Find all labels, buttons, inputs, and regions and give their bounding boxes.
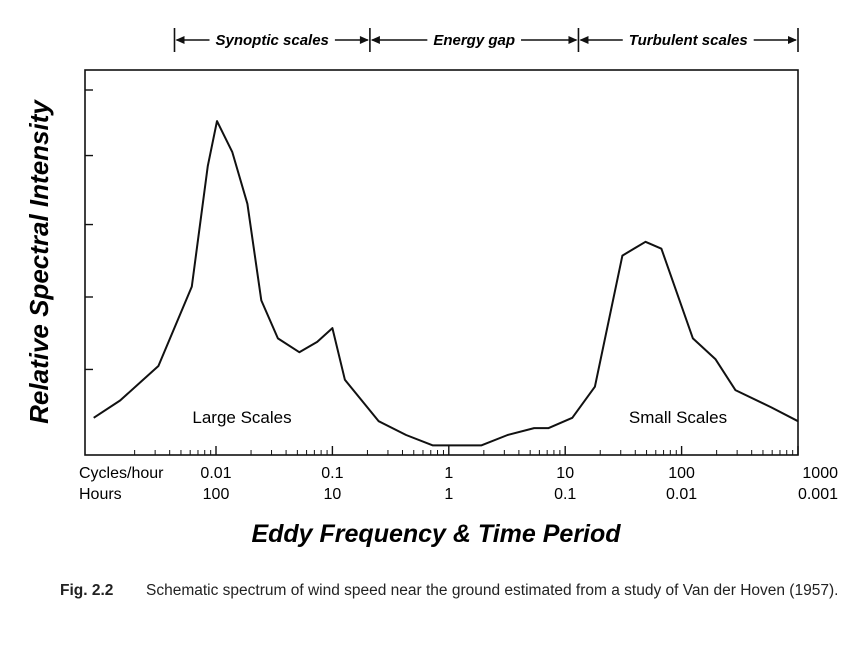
x-tick-label-hours-0: 100 bbox=[203, 486, 230, 503]
x-tick-label-cycles-2: 1 bbox=[444, 465, 453, 482]
x-tick-label-hours-2: 1 bbox=[444, 486, 453, 503]
y-axis-label: Relative Spectral Intensity bbox=[24, 99, 54, 424]
x-tick-label-hours-1: 10 bbox=[324, 486, 342, 503]
x-tick-label-cycles-0: 0.01 bbox=[200, 465, 231, 482]
x-tick-label-cycles-4: 100 bbox=[668, 465, 695, 482]
region-label-2: Turbulent scales bbox=[629, 32, 748, 49]
x-unit-label-hours: Hours bbox=[79, 486, 122, 503]
region-arrow-right-0 bbox=[359, 36, 369, 44]
x-tick-label-cycles-1: 0.1 bbox=[321, 465, 343, 482]
spectrum-chart: Synoptic scales Energy gap Turbulent scale… bbox=[24, 28, 838, 548]
spectrum-line bbox=[93, 120, 799, 447]
x-ticks bbox=[134, 446, 799, 455]
scale-regions: Synoptic scales Energy gap Turbulent scale… bbox=[173, 28, 799, 52]
annotation-small-scales: Small Scales bbox=[629, 408, 727, 427]
x-tick-label-hours-4: 0.01 bbox=[666, 486, 697, 503]
region-arrow-left-0 bbox=[175, 36, 185, 44]
region-arrow-right-2 bbox=[788, 36, 797, 44]
x-tick-label-hours-3: 0.1 bbox=[554, 486, 576, 503]
y-ticks bbox=[85, 89, 93, 371]
region-label-0: Synoptic scales bbox=[216, 32, 329, 49]
caption-text: Schematic spectrum of wind speed near th… bbox=[146, 582, 839, 599]
x-tick-labels: 0.01 0.1 1 10 100 1000 100 10 1 0.1 0.01 0.001 bbox=[200, 465, 838, 503]
plot-frame bbox=[84, 69, 799, 456]
x-unit-label-cycles: Cycles/hour bbox=[79, 465, 164, 482]
x-tick-label-cycles-5: 1000 bbox=[802, 465, 838, 482]
x-tick-label-hours-5: 0.001 bbox=[798, 486, 838, 503]
region-arrow-left-2 bbox=[579, 36, 589, 44]
figure-number: Fig. 2.2 bbox=[60, 582, 114, 599]
annotation-large-scales: Large Scales bbox=[192, 408, 291, 427]
region-arrow-right-1 bbox=[568, 36, 578, 44]
x-tick-label-cycles-3: 10 bbox=[556, 465, 574, 482]
region-arrow-left-1 bbox=[370, 36, 380, 44]
x-axis-label: Eddy Frequency & Time Period bbox=[251, 520, 621, 548]
region-label-1: Energy gap bbox=[433, 32, 515, 49]
